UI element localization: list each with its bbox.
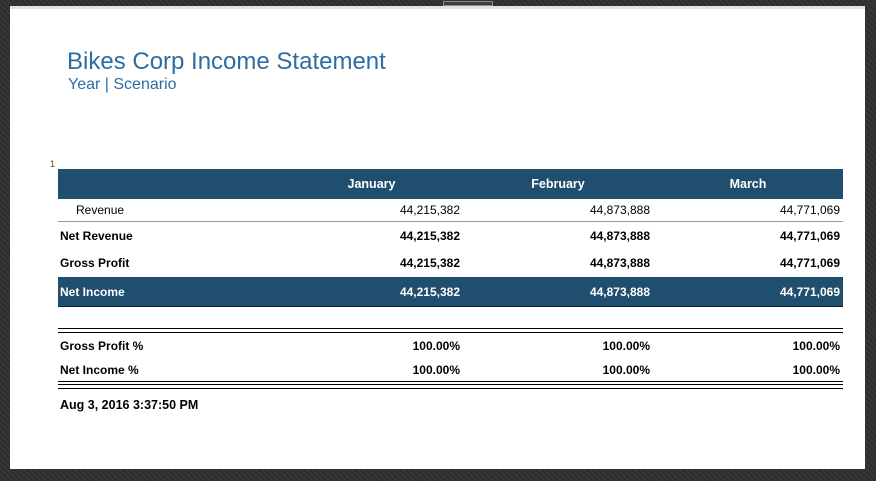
page-subtitle: Year | Scenario xyxy=(68,76,177,93)
cell-gross-profit-pct-jan: 100.00% xyxy=(412,339,460,353)
cell-net-income-jan: 44,215,382 xyxy=(280,277,463,307)
column-header-january: January xyxy=(280,169,463,199)
row-label-net-income-pct: Net Income % xyxy=(58,359,280,382)
cell-gross-profit-feb: 44,873,888 xyxy=(589,256,650,270)
page-marker: 1 xyxy=(50,159,56,169)
cell-net-revenue-feb: 44,873,888 xyxy=(589,228,650,243)
table-row-net-revenue: Net Revenue 44,215,382 44,873,888 44,771… xyxy=(58,222,843,250)
cell-gross-profit-mar: 44,771,069 xyxy=(779,256,840,270)
column-header-february: February xyxy=(463,169,653,199)
income-statement-table: January February March Revenue 44,215,38… xyxy=(58,169,843,307)
cell-gross-profit-pct-mar: 100.00% xyxy=(792,339,840,353)
table-row-revenue: Revenue 44,215,382 44,873,888 44,771,069 xyxy=(58,199,843,222)
table-header-row: January February March xyxy=(58,169,843,199)
header-row-label-cell xyxy=(58,169,280,199)
row-label-gross-profit: Gross Profit xyxy=(60,256,130,270)
table-row-gross-profit-pct: Gross Profit % 100.00% 100.00% 100.00% xyxy=(58,333,843,359)
cell-net-revenue-jan: 44,215,382 xyxy=(399,228,460,243)
cell-net-income-feb: 44,873,888 xyxy=(463,277,653,307)
row-label-net-revenue: Net Revenue xyxy=(60,228,133,243)
table-row-gross-profit: Gross Profit 44,215,382 44,873,888 44,77… xyxy=(58,249,843,277)
cell-net-income-pct-feb: 100.00% xyxy=(463,359,653,382)
cell-revenue-jan: 44,215,382 xyxy=(280,199,463,222)
page-title: Bikes Corp Income Statement xyxy=(67,48,386,75)
cell-gross-profit-jan: 44,215,382 xyxy=(399,256,460,270)
cell-net-income-pct-jan: 100.00% xyxy=(280,359,463,382)
row-label-revenue: Revenue xyxy=(58,199,280,222)
section-gap xyxy=(58,307,843,328)
table-row-net-income: Net Income 44,215,382 44,873,888 44,771,… xyxy=(58,277,843,307)
double-rule-bottom xyxy=(58,384,843,389)
cell-revenue-mar: 44,771,069 xyxy=(653,199,843,222)
cell-revenue-feb: 44,873,888 xyxy=(463,199,653,222)
cell-net-revenue-mar: 44,771,069 xyxy=(779,228,840,243)
cell-net-income-mar: 44,771,069 xyxy=(653,277,843,307)
column-header-march: March xyxy=(653,169,843,199)
report-timestamp: Aug 3, 2016 3:37:50 PM xyxy=(60,398,199,412)
income-statement-report: January February March Revenue 44,215,38… xyxy=(58,169,843,412)
table-row-net-income-pct: Net Income % 100.00% 100.00% 100.00% xyxy=(58,359,843,382)
cell-gross-profit-pct-feb: 100.00% xyxy=(602,339,650,353)
double-rule-top xyxy=(58,328,843,333)
window-chrome-detail xyxy=(443,1,493,6)
row-label-net-income: Net Income xyxy=(58,277,280,307)
row-label-gross-profit-pct: Gross Profit % xyxy=(60,339,144,353)
report-page: Bikes Corp Income Statement Year | Scena… xyxy=(10,6,865,469)
cell-net-income-pct-mar: 100.00% xyxy=(653,359,843,382)
percentage-table: Gross Profit % 100.00% 100.00% 100.00% N… xyxy=(58,333,843,382)
